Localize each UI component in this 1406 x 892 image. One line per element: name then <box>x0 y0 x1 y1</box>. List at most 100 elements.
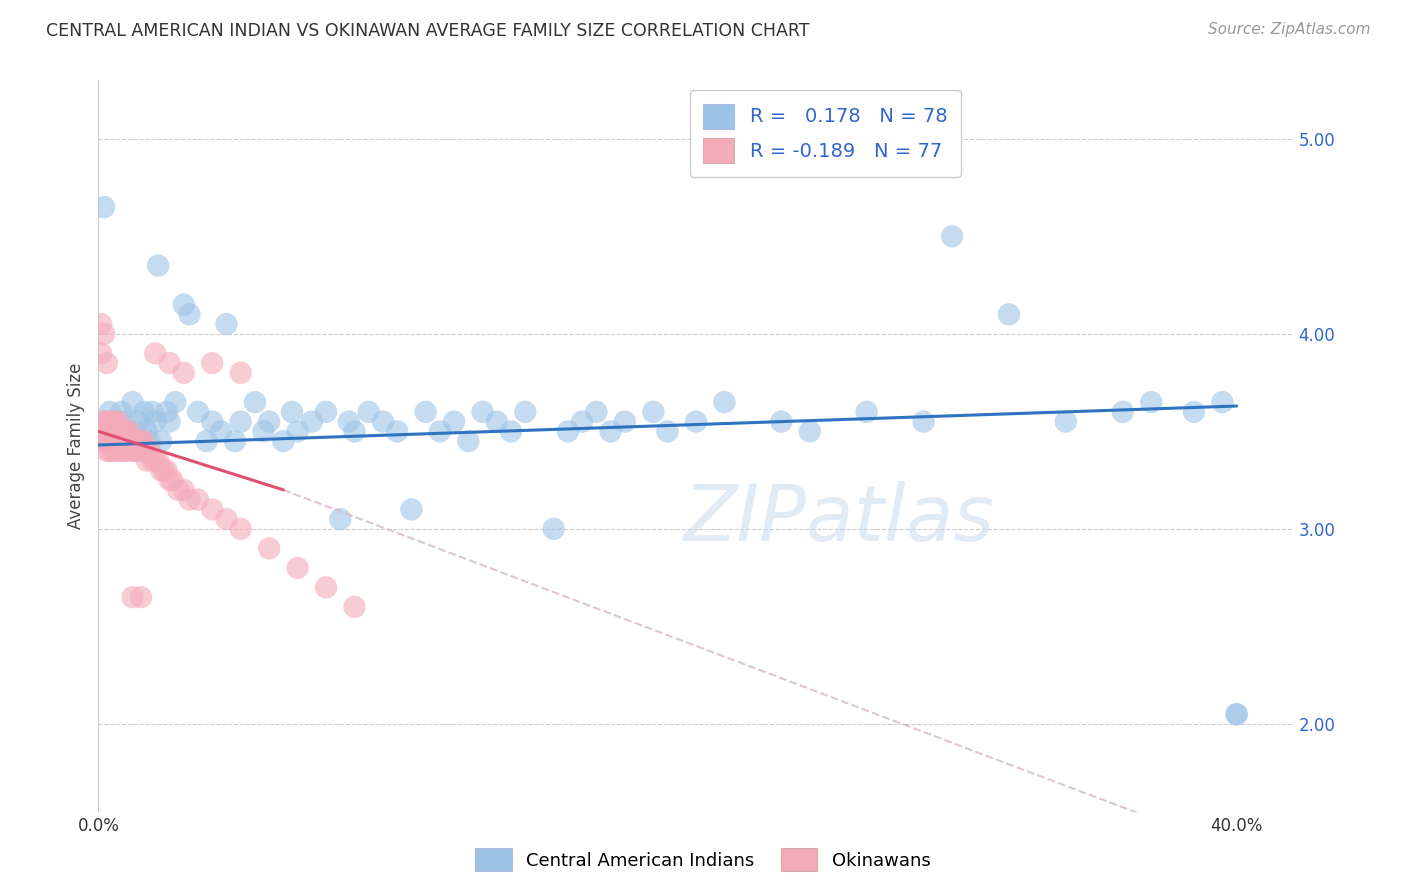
Point <box>229 366 252 380</box>
Point <box>98 443 121 458</box>
Point <box>912 415 935 429</box>
Point <box>112 425 135 439</box>
Legend: R =   0.178   N = 78, R = -0.189   N = 77: R = 0.178 N = 78, R = -0.189 N = 77 <box>689 90 962 177</box>
Point <box>129 590 152 604</box>
Point <box>257 415 280 429</box>
Point <box>224 434 246 449</box>
Point <box>941 229 963 244</box>
Point <box>101 415 124 429</box>
Point <box>201 502 224 516</box>
Point <box>209 425 232 439</box>
Point <box>1182 405 1205 419</box>
Point <box>93 200 115 214</box>
Point <box>229 415 252 429</box>
Point <box>159 415 181 429</box>
Point <box>557 425 579 439</box>
Point <box>599 425 621 439</box>
Point <box>343 425 366 439</box>
Point <box>156 405 179 419</box>
Point <box>104 415 127 429</box>
Point <box>90 317 112 331</box>
Point <box>112 415 135 429</box>
Point <box>243 395 266 409</box>
Point <box>132 443 155 458</box>
Point <box>343 599 366 614</box>
Point <box>121 443 143 458</box>
Point <box>357 405 380 419</box>
Point <box>1226 707 1249 722</box>
Point <box>150 463 173 477</box>
Point <box>98 434 121 449</box>
Point <box>138 434 160 449</box>
Point <box>132 405 155 419</box>
Point <box>179 307 201 321</box>
Point <box>98 415 121 429</box>
Point <box>657 425 679 439</box>
Point <box>98 405 121 419</box>
Point <box>571 415 593 429</box>
Point <box>287 561 309 575</box>
Point <box>187 405 209 419</box>
Point <box>187 492 209 507</box>
Point <box>104 434 127 449</box>
Text: Source: ZipAtlas.com: Source: ZipAtlas.com <box>1208 22 1371 37</box>
Point <box>115 434 138 449</box>
Point <box>159 356 181 370</box>
Point <box>143 346 166 360</box>
Point <box>201 415 224 429</box>
Point <box>713 395 735 409</box>
Point <box>121 590 143 604</box>
Point <box>371 415 394 429</box>
Point <box>96 356 118 370</box>
Point <box>1054 415 1077 429</box>
Point <box>167 483 190 497</box>
Point <box>129 443 152 458</box>
Point <box>159 473 181 487</box>
Point <box>124 443 146 458</box>
Point <box>281 405 304 419</box>
Point <box>107 434 129 449</box>
Point <box>148 453 170 467</box>
Point <box>98 415 121 429</box>
Point <box>110 443 132 458</box>
Point <box>1211 395 1233 409</box>
Point <box>107 443 129 458</box>
Point <box>156 463 179 477</box>
Point <box>115 425 138 439</box>
Point <box>173 297 195 311</box>
Point <box>585 405 607 419</box>
Point <box>153 463 176 477</box>
Point <box>329 512 352 526</box>
Point <box>115 425 138 439</box>
Point <box>101 425 124 439</box>
Point <box>135 443 157 458</box>
Point <box>107 425 129 439</box>
Point <box>799 425 821 439</box>
Point <box>770 415 793 429</box>
Point <box>165 395 187 409</box>
Point <box>543 522 565 536</box>
Point <box>124 434 146 449</box>
Legend: Central American Indians, Okinawans: Central American Indians, Okinawans <box>468 841 938 879</box>
Point <box>1112 405 1135 419</box>
Point <box>173 483 195 497</box>
Point <box>499 425 522 439</box>
Point <box>273 434 295 449</box>
Point <box>215 512 238 526</box>
Point <box>173 366 195 380</box>
Point <box>287 425 309 439</box>
Point <box>129 434 152 449</box>
Point <box>162 473 184 487</box>
Point <box>301 415 323 429</box>
Point <box>118 425 141 439</box>
Point <box>315 405 337 419</box>
Point <box>90 346 112 360</box>
Point <box>96 434 118 449</box>
Point <box>471 405 494 419</box>
Point <box>150 434 173 449</box>
Point <box>118 434 141 449</box>
Point <box>93 326 115 341</box>
Point <box>179 492 201 507</box>
Point <box>855 405 877 419</box>
Point <box>98 425 121 439</box>
